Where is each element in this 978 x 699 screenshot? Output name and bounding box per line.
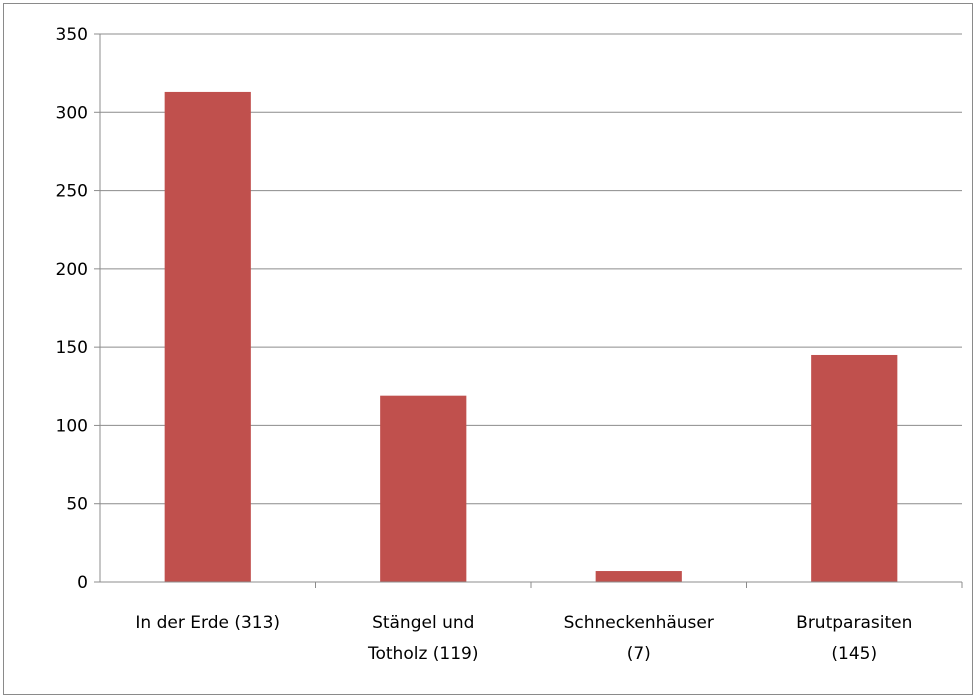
- x-category-label: Schneckenhäuser (7): [564, 613, 714, 664]
- bar: [811, 354, 898, 582]
- bars: [164, 91, 898, 582]
- x-category-label: In der Erde (313): [135, 613, 280, 633]
- bar: [595, 571, 682, 582]
- bar: [164, 91, 251, 582]
- y-tick-label: 300: [56, 103, 88, 123]
- axes: [94, 33, 963, 588]
- x-category-label: Stängel und Totholz (119): [367, 613, 479, 664]
- x-category-labels: In der Erde (313) Stängel und Totholz (119…: [135, 613, 912, 664]
- y-tick-label: 150: [56, 338, 88, 358]
- bar: [380, 395, 467, 582]
- y-tick-label: 100: [56, 416, 88, 436]
- y-tick-label: 250: [56, 182, 88, 202]
- y-tick-label: 50: [66, 495, 88, 515]
- y-tick-label: 200: [56, 260, 88, 280]
- y-tick-label: 350: [56, 25, 88, 45]
- x-category-label: Brutparasiten (145): [796, 613, 912, 664]
- y-tick-label: 0: [77, 573, 88, 593]
- y-tick-labels: 0 50 100 150 200 250 300 350: [56, 25, 88, 593]
